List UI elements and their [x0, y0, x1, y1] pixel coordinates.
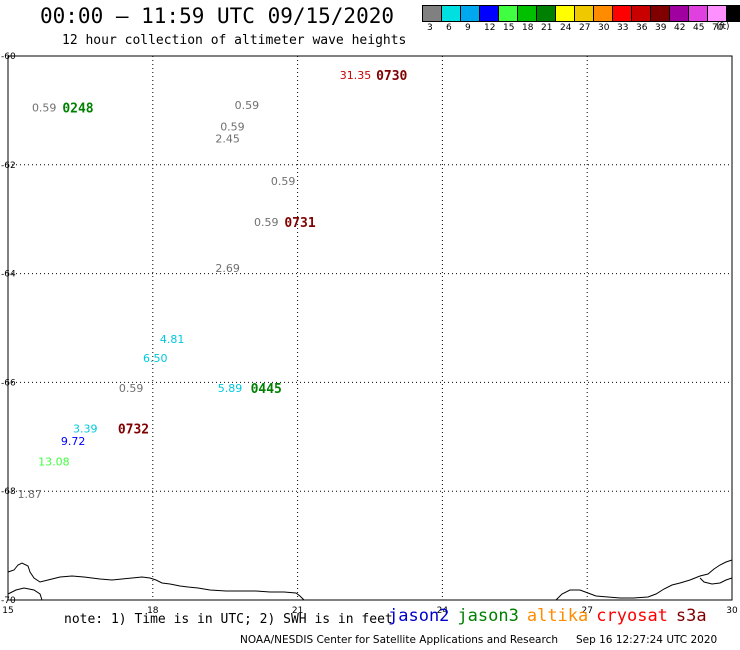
wave-height-value: 6.50 — [143, 352, 168, 365]
legend-entry: jason3 — [457, 606, 519, 626]
color-scale-legend: 3 6 9 12 15 18 21 24 27 30 33 36 39 42 45 70 — [422, 5, 740, 33]
y-tick-label: -60 — [1, 52, 16, 62]
wave-height-value: 3.39 — [73, 423, 98, 436]
scale-bin-label: 12 — [484, 23, 496, 33]
chart-title: 00:00 – 11:59 UTC 09/15/2020 — [40, 4, 395, 28]
wave-height-value: 9.72 — [61, 435, 86, 448]
x-tick-label: 21 — [292, 606, 303, 616]
scale-bin-label: 45 — [693, 23, 705, 33]
scale-bin-label: 36 — [636, 23, 648, 33]
legend-entry: s3a — [675, 606, 707, 626]
pass-time-label: 0445 — [251, 382, 282, 397]
scale-bin-label: 33 — [617, 23, 629, 33]
y-tick-label: -62 — [1, 161, 16, 171]
coastline-east-inner — [699, 577, 733, 585]
scale-bin-label: 3 — [427, 23, 433, 33]
y-tick-label: -68 — [1, 487, 16, 497]
scale-bin: 30 — [593, 5, 613, 33]
wave-height-value: 0.59 — [254, 216, 279, 229]
legend-entry: jason2 — [388, 606, 450, 626]
scale-bin-label: 27 — [579, 23, 591, 33]
scale-bin: 42 — [669, 5, 689, 33]
pass-time-label: 0731 — [284, 216, 315, 231]
chart-subtitle: 12 hour collection of altimeter wave hei… — [62, 33, 407, 48]
coastline-west — [7, 562, 305, 601]
pass-time-label: 0248 — [62, 102, 93, 117]
x-tick-label: 15 — [2, 606, 13, 616]
wave-height-value: 2.69 — [215, 262, 240, 275]
wave-height-value: 13.08 — [38, 455, 70, 468]
y-tick-label: -66 — [1, 378, 16, 388]
pass-time-label: 0732 — [118, 423, 149, 438]
scale-bin-label: 39 — [655, 23, 667, 33]
wave-height-value: 31.35 — [340, 69, 372, 82]
color-scale-unit: (ft) — [716, 22, 730, 32]
scale-bin-label: 42 — [674, 23, 686, 33]
wave-height-value: 0.59 — [271, 175, 296, 188]
wave-height-value: 0.59 — [32, 102, 57, 115]
legend-entry: cryosat — [596, 606, 668, 626]
wave-height-value: 0.59 — [119, 382, 144, 395]
coastline-inner — [7, 587, 43, 601]
scale-bin-label: 15 — [503, 23, 515, 33]
x-tick-label: 18 — [147, 606, 159, 616]
wave-height-value: 0.59 — [220, 121, 245, 134]
satellite-legend: jason2 jason3 altika cryosat s3a — [388, 606, 715, 626]
plot-frame — [7, 55, 733, 601]
scale-bin-label: 70 — [712, 23, 724, 33]
scale-bin-label: 21 — [541, 23, 553, 33]
y-tick-label: -64 — [1, 270, 16, 280]
scale-bin-label: 30 — [598, 23, 610, 33]
pass-time-label: 0730 — [376, 69, 407, 84]
wave-height-value: 4.81 — [160, 333, 185, 346]
coastline-east — [555, 559, 733, 601]
scale-bin-label: 6 — [446, 23, 452, 33]
x-tick-label: 30 — [726, 606, 738, 616]
wave-height-value: 2.45 — [215, 133, 240, 146]
scale-bin — [726, 5, 740, 22]
wave-height-value: 5.89 — [218, 382, 243, 395]
scale-bin-label: 18 — [522, 23, 534, 33]
credit-text: NOAA/NESDIS Center for Satellite Applica… — [240, 634, 558, 646]
credit-line: NOAA/NESDIS Center for Satellite Applica… — [240, 634, 717, 646]
legend-entry: altika — [526, 606, 589, 626]
timestamp: Sep 16 12:27:24 UTC 2020 — [576, 634, 718, 646]
y-tick-label: -70 — [1, 596, 16, 606]
scale-bin-label: 24 — [560, 23, 572, 33]
scale-bin-label: 9 — [465, 23, 471, 33]
wave-height-value: 0.59 — [235, 99, 260, 112]
x-tick-label: 24 — [437, 606, 449, 616]
footer-note: note: 1) Time is in UTC; 2) SWH is in fe… — [64, 612, 393, 627]
wave-height-value: 1.87 — [17, 488, 42, 501]
x-tick-label: 27 — [581, 606, 592, 616]
